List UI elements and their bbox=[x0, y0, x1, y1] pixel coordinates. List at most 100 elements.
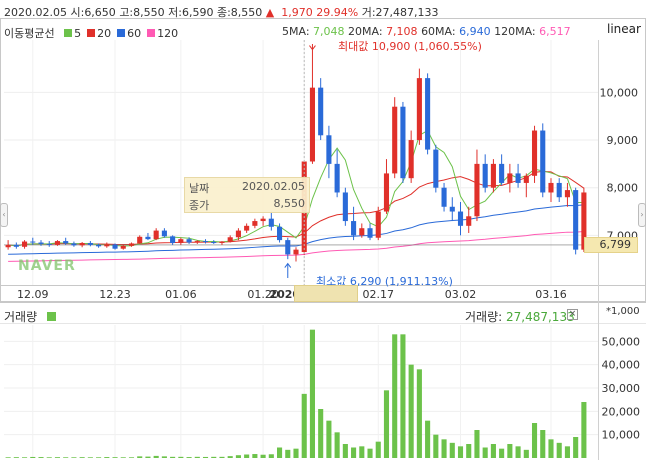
volume-bar bbox=[383, 390, 390, 458]
price-panel-frame bbox=[0, 18, 646, 302]
volume-bar bbox=[573, 437, 579, 458]
volume-axis-label: 50,000 bbox=[602, 335, 641, 348]
candle-body bbox=[556, 182, 562, 198]
volume-bar bbox=[178, 456, 184, 458]
volume-bar bbox=[96, 457, 102, 458]
candle-body bbox=[54, 241, 61, 245]
ma120-value: 6,517 bbox=[539, 25, 571, 38]
candle-body bbox=[252, 221, 258, 226]
candle-body bbox=[5, 244, 11, 248]
volume-bar bbox=[128, 457, 135, 458]
header-low: 6,590 bbox=[181, 6, 214, 19]
candle-body bbox=[499, 163, 505, 183]
volume-bar bbox=[400, 334, 406, 458]
volume-unit: *1,000 bbox=[606, 306, 640, 317]
volume-bar bbox=[268, 454, 274, 458]
candle-body bbox=[170, 236, 176, 243]
volume-bar bbox=[260, 454, 266, 458]
candle-body bbox=[145, 236, 151, 240]
header-close: 8,550 bbox=[230, 6, 263, 19]
candle-body bbox=[334, 163, 340, 193]
volume-bar bbox=[375, 441, 381, 458]
selected-date-highlight bbox=[294, 285, 358, 302]
candle-body bbox=[268, 218, 274, 227]
candle-body bbox=[326, 135, 332, 164]
candle-body bbox=[30, 241, 36, 243]
candle-body bbox=[581, 192, 587, 250]
volume-bar bbox=[359, 446, 365, 458]
candle-body bbox=[342, 192, 348, 222]
candle-body bbox=[186, 239, 192, 243]
volume-bar bbox=[499, 448, 505, 458]
price-axis-label: 8,000 bbox=[607, 182, 639, 195]
legend-swatch-icon bbox=[64, 29, 73, 37]
candle-body bbox=[46, 243, 52, 245]
volume-bar bbox=[30, 456, 36, 458]
hover-tooltip: 날짜 2020.02.05 종가 8,550 bbox=[184, 177, 310, 213]
ma60-value: 6,940 bbox=[459, 25, 491, 38]
candle-body bbox=[235, 230, 241, 238]
min-value-annotation: 최소값 6,290 (1,911.13%) bbox=[316, 275, 453, 288]
volume-panel-title: 거래량 bbox=[4, 308, 56, 325]
volume-axis-label: 10,000 bbox=[602, 429, 641, 442]
ohlc-header: 2020.02.05 시:6,650 고:8,550 저:6,590 종:8,5… bbox=[4, 6, 439, 19]
candle-body bbox=[573, 190, 579, 250]
volume-bar bbox=[482, 447, 488, 458]
candle-body bbox=[22, 241, 28, 247]
candle-body bbox=[227, 237, 233, 242]
candle-body bbox=[433, 149, 439, 188]
volume-bar bbox=[145, 456, 151, 458]
ma-values: 5MA: 7,048 20MA: 7,108 60MA: 6,940 120MA… bbox=[282, 25, 571, 38]
candle-body bbox=[531, 130, 538, 176]
close-volume-panel-icon[interactable]: × bbox=[567, 309, 578, 320]
volume-axis-label: 20,000 bbox=[602, 405, 641, 418]
candle-body bbox=[104, 244, 110, 247]
candle-body bbox=[161, 230, 167, 237]
volume-legend-swatch-icon bbox=[46, 312, 56, 321]
scale-mode-toggle[interactable]: linear bbox=[607, 22, 641, 36]
candle-body bbox=[523, 175, 529, 183]
candle-body bbox=[120, 245, 126, 249]
volume-bar bbox=[153, 455, 159, 458]
price-axis-label: 10,000 bbox=[600, 86, 639, 99]
candle-body bbox=[375, 211, 381, 238]
volume-bar bbox=[87, 457, 93, 458]
volume-bar bbox=[408, 364, 414, 458]
candle-body bbox=[96, 244, 102, 247]
volume-bar bbox=[120, 457, 126, 458]
volume-bar bbox=[63, 457, 69, 458]
legend-swatch-icon bbox=[117, 29, 126, 37]
volume-bar bbox=[342, 444, 348, 458]
ma60-line bbox=[8, 204, 584, 255]
legend-item-label: 120 bbox=[157, 27, 179, 40]
volume-bar bbox=[219, 456, 225, 458]
candle-body bbox=[490, 163, 496, 188]
date-axis-label: 03.02 bbox=[445, 288, 477, 301]
scroll-right-handle[interactable]: › bbox=[638, 203, 646, 227]
ma20-line bbox=[8, 170, 585, 247]
volume-bar bbox=[556, 442, 562, 458]
volume-bar bbox=[194, 456, 200, 458]
volume-readout-value: 27,487,133 bbox=[506, 310, 575, 324]
candle-body bbox=[293, 249, 299, 255]
volume-bar bbox=[186, 457, 192, 458]
date-axis-label: 01.06 bbox=[165, 288, 197, 301]
volume-bar bbox=[276, 447, 283, 458]
volume-bar bbox=[227, 456, 233, 458]
candle-body bbox=[79, 242, 85, 246]
volume-bar bbox=[425, 420, 431, 458]
volume-bar bbox=[449, 442, 455, 458]
candle-body bbox=[38, 242, 44, 244]
candle-body bbox=[112, 244, 118, 249]
header-change-pct: 29.94% bbox=[316, 6, 359, 19]
volume-bar bbox=[170, 456, 176, 458]
candle-body bbox=[13, 244, 19, 247]
candle-body bbox=[457, 211, 464, 226]
volume-axis-label: 40,000 bbox=[602, 359, 641, 372]
volume-bar bbox=[104, 457, 110, 458]
scroll-left-handle[interactable]: ‹ bbox=[0, 203, 8, 227]
volume-bar bbox=[137, 456, 143, 458]
volume-bar bbox=[5, 457, 11, 458]
date-axis-label: 12.23 bbox=[99, 288, 131, 301]
tooltip-close: 8,550 bbox=[273, 197, 306, 210]
